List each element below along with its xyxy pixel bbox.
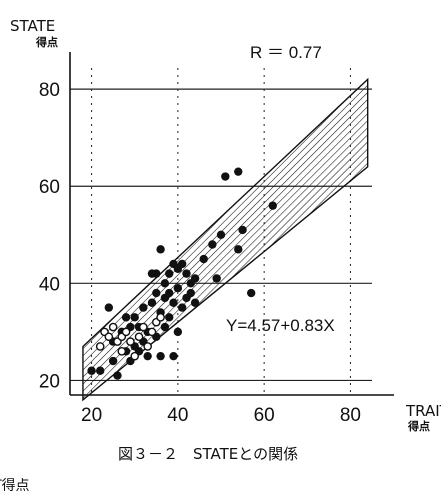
data-point-filled [238,226,246,234]
data-point-filled [143,352,151,360]
data-point-filled [139,303,147,311]
data-point-filled [87,367,95,375]
data-point-open [135,333,142,340]
data-point-filled [212,274,220,282]
y-axis-sublabel: 得点 [35,35,58,49]
data-point-open [148,328,155,335]
x-axis-sublabel: 得点 [407,419,430,433]
x-tick-label-60: 60 [254,405,275,426]
data-point-filled [152,289,160,297]
data-point-filled [156,245,164,253]
x-tick-label-40: 40 [167,405,188,426]
data-point-open [140,323,147,330]
data-point-filled [178,303,186,311]
correlation-annotation: R ＝ 0.77 [250,43,322,62]
x-tick-label-80: 80 [340,405,361,426]
data-point-filled [187,289,195,297]
x-tick-label-20: 20 [81,405,102,426]
data-point-filled [247,289,255,297]
data-point-filled [191,274,199,282]
data-point-filled [148,299,156,307]
data-point-filled [178,260,186,268]
data-point-filled [269,201,277,209]
data-point-filled [105,303,113,311]
data-point-open [157,314,164,321]
data-point-filled [131,313,139,321]
x-axis-label: TRAIT [405,402,441,420]
data-point-open [97,343,104,350]
data-point-filled [161,323,169,331]
data-point-filled [234,245,242,253]
data-point-filled [165,313,173,321]
data-point-filled [191,299,199,307]
data-point-open [131,353,138,360]
data-point-filled [122,313,130,321]
data-point-open [127,338,134,345]
data-point-filled [208,240,216,248]
data-point-filled [174,328,182,336]
data-point-filled [217,231,225,239]
data-point-filled [113,371,121,379]
data-point-filled [221,172,229,180]
data-point-filled [152,269,160,277]
data-point-filled [182,269,190,277]
data-point-filled [161,279,169,287]
data-point-filled [165,269,173,277]
data-point-filled [234,167,242,175]
y-tick-label-40: 40 [39,274,60,295]
footer-text: T得点 [0,477,30,494]
y-tick-label-20: 20 [39,371,60,392]
y-axis-label: STATE [10,17,55,35]
data-point-filled [174,284,182,292]
data-point-filled [169,299,177,307]
regression-equation: Y=4.57+0.83X [226,316,335,335]
data-point-filled [156,352,164,360]
data-point-open [144,343,151,350]
data-point-open [105,333,112,340]
data-point-open [118,348,125,355]
data-point-filled [169,352,177,360]
y-tick-label-60: 60 [39,177,60,198]
data-point-filled [165,289,173,297]
data-point-filled [200,255,208,263]
figure-caption: 図３－２ STATEとの関係 [118,445,298,463]
data-point-filled [96,367,104,375]
data-point-open [110,323,117,330]
data-point-open [122,328,129,335]
y-tick-label-80: 80 [39,80,60,101]
data-point-filled [109,357,117,365]
